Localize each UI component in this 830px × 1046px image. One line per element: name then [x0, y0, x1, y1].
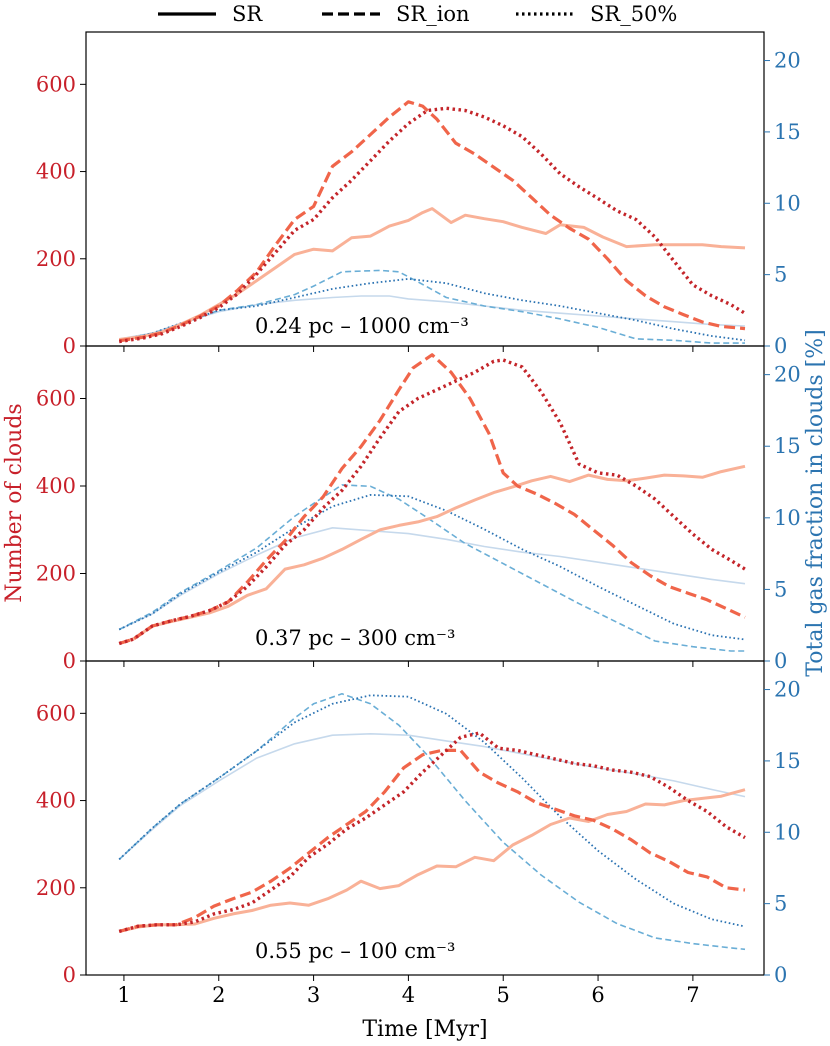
panel-top-series [118, 100, 746, 344]
panel-middle-ytick-left-label: 400 [36, 474, 76, 498]
panel-bottom-ytick-left-label: 200 [36, 876, 76, 900]
panel-top-ytick-right-label: 10 [774, 191, 801, 215]
panel-middle-ytick-left-label: 200 [36, 562, 76, 586]
legend: SR SR_ion SR_50% [158, 2, 677, 26]
panel-top-fraction-line-sr-ion [119, 269, 745, 344]
panel-top-fraction-line-sr [119, 295, 746, 340]
panel-middle-ytick-right-label: 20 [774, 363, 801, 387]
panel-top-ytick-right-label: 5 [774, 263, 787, 287]
panel-middle-ytick-right-label: 5 [774, 577, 787, 601]
panel-bottom-fraction-line-sr-ion [118, 692, 746, 951]
panel-middle-clouds-line-sr-ion [118, 353, 746, 646]
panel-bottom-ytick-right-label: 15 [774, 749, 801, 773]
panel-middle-frame [85, 345, 765, 662]
panel-bottom: 0 200 400 600 0 5 10 15 20 1 2 3 4 5 6 7 0.55 pc – 100 … [36, 660, 801, 1007]
panel-bottom-ytick-right-label: 20 [774, 678, 801, 702]
panel-top-ytick-left-label: 400 [36, 160, 76, 184]
panel-bottom-frame [85, 660, 765, 976]
y-axis-label-right: Total gas fraction in clouds [%] [803, 329, 828, 676]
panel-top: 0 200 400 600 0 5 10 15 20 0.24 pc – 1000 cm⁻³ [36, 31, 801, 358]
panel-middle-ytick-left-label: 0 [63, 649, 76, 673]
xtick-label: 7 [686, 983, 699, 1007]
panel-bottom-ticks: 0 200 400 600 0 5 10 15 20 1 2 3 4 5 6 7 [36, 678, 801, 1007]
panel-middle-clouds-line-sr-50 [118, 358, 746, 646]
panel-middle-annotation: 0.37 pc – 300 cm⁻³ [255, 626, 455, 650]
panel-top-ytick-left-label: 600 [36, 72, 76, 96]
panel-top-clouds-line-sr-ion [118, 100, 746, 343]
panel-bottom-clouds-line-sr-ion [118, 748, 746, 933]
panel-top-ytick-left-label: 200 [36, 247, 76, 271]
panel-middle: 0 200 400 600 0 5 10 15 20 0.37 pc – 300 cm⁻³ [36, 345, 801, 673]
x-axis-label: Time [Myr] [362, 1017, 487, 1042]
panel-bottom-series [118, 692, 746, 951]
panel-bottom-ytick-right-label: 0 [774, 963, 787, 987]
panel-bottom-ytick-right-label: 10 [774, 820, 801, 844]
panel-top-ytick-right-label: 0 [774, 334, 787, 358]
panel-bottom-ytick-left-label: 400 [36, 789, 76, 813]
panel-bottom-clouds-line-sr [118, 788, 746, 933]
panel-middle-ytick-right-label: 10 [774, 506, 801, 530]
panel-top-ticks: 0 200 400 600 0 5 10 15 20 [36, 49, 801, 358]
legend-entry-sr-50: SR_50% [516, 2, 677, 26]
panel-top-ytick-right-label: 20 [774, 49, 801, 73]
xtick-label: 2 [212, 983, 225, 1007]
panel-bottom-annotation: 0.55 pc – 100 cm⁻³ [255, 939, 455, 963]
panel-bottom-ytick-left-label: 600 [36, 701, 76, 725]
panel-bottom-clouds-line-sr-50 [118, 731, 746, 934]
legend-label-sr-50: SR_50% [590, 2, 677, 26]
panel-top-ytick-right-label: 15 [774, 120, 801, 144]
legend-label-sr-ion: SR_ion [396, 2, 470, 26]
legend-entry-sr-ion: SR_ion [322, 2, 470, 26]
panel-top-frame [85, 31, 765, 347]
panel-top-annotation: 0.24 pc – 1000 cm⁻³ [255, 314, 469, 338]
legend-label-sr: SR [232, 2, 263, 26]
xtick-label: 3 [307, 983, 320, 1007]
panel-middle-ytick-left-label: 600 [36, 387, 76, 411]
panel-middle-ticks: 0 200 400 600 0 5 10 15 20 [36, 363, 801, 673]
panel-top-ytick-left-label: 0 [63, 334, 76, 358]
panel-middle-fraction-line-sr [118, 526, 746, 631]
panel-middle-clouds-line-sr [118, 464, 746, 645]
panel-middle-ytick-right-label: 0 [774, 649, 787, 673]
panel-bottom-ytick-right-label: 5 [774, 892, 787, 916]
xtick-label: 1 [117, 983, 130, 1007]
y-axis-label-left: Number of clouds [2, 403, 27, 602]
xtick-label: 6 [591, 983, 604, 1007]
panel-middle-series [118, 353, 746, 652]
panel-middle-fraction-line-sr-50 [118, 493, 746, 641]
panel-bottom-fraction-line-sr-50 [118, 694, 746, 928]
panel-bottom-ytick-left-label: 0 [63, 963, 76, 987]
panel-middle-fraction-line-sr-ion [118, 484, 745, 652]
panel-middle-ytick-right-label: 15 [774, 434, 801, 458]
xtick-label: 4 [402, 983, 415, 1007]
xtick-label: 5 [497, 983, 510, 1007]
legend-entry-sr: SR [158, 2, 263, 26]
panel-top-clouds-line-sr-50 [118, 106, 746, 344]
